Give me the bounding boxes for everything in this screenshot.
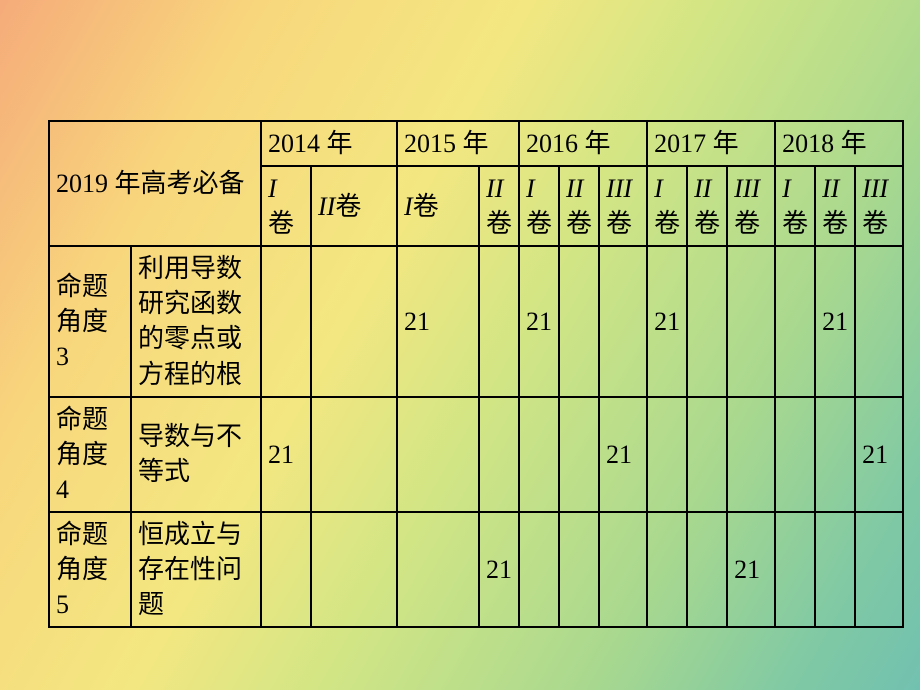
data-cell	[599, 246, 647, 396]
data-cell	[397, 512, 479, 627]
data-cell: 21	[397, 246, 479, 396]
vol-2017-1: I卷	[647, 166, 687, 246]
table-body: 命题角度 3 利用导数研究函数的零点或方程的根 21 21 21 21	[49, 246, 903, 627]
data-cell	[559, 397, 599, 512]
data-cell	[647, 512, 687, 627]
header-title-cell: 2019 年高考必备	[49, 121, 261, 246]
data-cell: 21	[727, 512, 775, 627]
angle-cell: 命题角度 5	[49, 512, 131, 627]
data-cell	[727, 397, 775, 512]
angle-cell: 命题角度 3	[49, 246, 131, 396]
data-cell	[815, 512, 855, 627]
data-cell	[261, 512, 311, 627]
data-cell	[727, 246, 775, 396]
data-cell	[559, 512, 599, 627]
vol-2016-1: I卷	[519, 166, 559, 246]
data-cell	[855, 512, 903, 627]
data-cell	[775, 512, 815, 627]
vol-2016-3: III卷	[599, 166, 647, 246]
table-row: 命题角度 5 恒成立与存在性问题 21 21	[49, 512, 903, 627]
data-cell	[519, 397, 559, 512]
vol-2014-2: II卷	[311, 166, 397, 246]
data-cell	[311, 246, 397, 396]
slide-background: 2019 年高考必备 2014 年 2015 年 2016 年 2017 年 2…	[0, 0, 920, 690]
vol-2018-2: II卷	[815, 166, 855, 246]
header-row-years: 2019 年高考必备 2014 年 2015 年 2016 年 2017 年 2…	[49, 121, 903, 166]
data-cell	[775, 397, 815, 512]
vol-2014-1: I卷	[261, 166, 311, 246]
data-cell: 21	[261, 397, 311, 512]
header-year-2017: 2017 年	[647, 121, 775, 166]
vol-2017-3: III卷	[727, 166, 775, 246]
data-cell: 21	[479, 512, 519, 627]
data-cell: 21	[647, 246, 687, 396]
data-cell	[687, 397, 727, 512]
vol-2018-3: III卷	[855, 166, 903, 246]
vol-2017-2: II卷	[687, 166, 727, 246]
data-cell	[687, 512, 727, 627]
table-row: 命题角度 4 导数与不等式 21 21 21	[49, 397, 903, 512]
header-year-2015: 2015 年	[397, 121, 519, 166]
header-year-2014: 2014 年	[261, 121, 397, 166]
header-year-2018: 2018 年	[775, 121, 903, 166]
topic-cell: 导数与不等式	[131, 397, 261, 512]
data-cell	[855, 246, 903, 396]
vol-2015-2: II卷	[479, 166, 519, 246]
data-cell	[479, 397, 519, 512]
table-container: 2019 年高考必备 2014 年 2015 年 2016 年 2017 年 2…	[48, 120, 872, 628]
data-cell	[687, 246, 727, 396]
data-cell	[599, 512, 647, 627]
data-cell	[519, 512, 559, 627]
data-cell	[559, 246, 599, 396]
data-cell	[775, 246, 815, 396]
topic-cell: 恒成立与存在性问题	[131, 512, 261, 627]
header-year-2016: 2016 年	[519, 121, 647, 166]
data-cell	[261, 246, 311, 396]
vol-2015-1: I卷	[397, 166, 479, 246]
data-cell	[311, 397, 397, 512]
data-cell: 21	[519, 246, 559, 396]
data-cell	[397, 397, 479, 512]
data-cell: 21	[855, 397, 903, 512]
data-cell: 21	[815, 246, 855, 396]
vol-2018-1: I卷	[775, 166, 815, 246]
angle-cell: 命题角度 4	[49, 397, 131, 512]
vol-2016-2: II卷	[559, 166, 599, 246]
data-cell	[815, 397, 855, 512]
data-cell	[311, 512, 397, 627]
table-row: 命题角度 3 利用导数研究函数的零点或方程的根 21 21 21 21	[49, 246, 903, 396]
exam-table: 2019 年高考必备 2014 年 2015 年 2016 年 2017 年 2…	[48, 120, 904, 628]
data-cell	[479, 246, 519, 396]
data-cell	[647, 397, 687, 512]
topic-cell: 利用导数研究函数的零点或方程的根	[131, 246, 261, 396]
data-cell: 21	[599, 397, 647, 512]
